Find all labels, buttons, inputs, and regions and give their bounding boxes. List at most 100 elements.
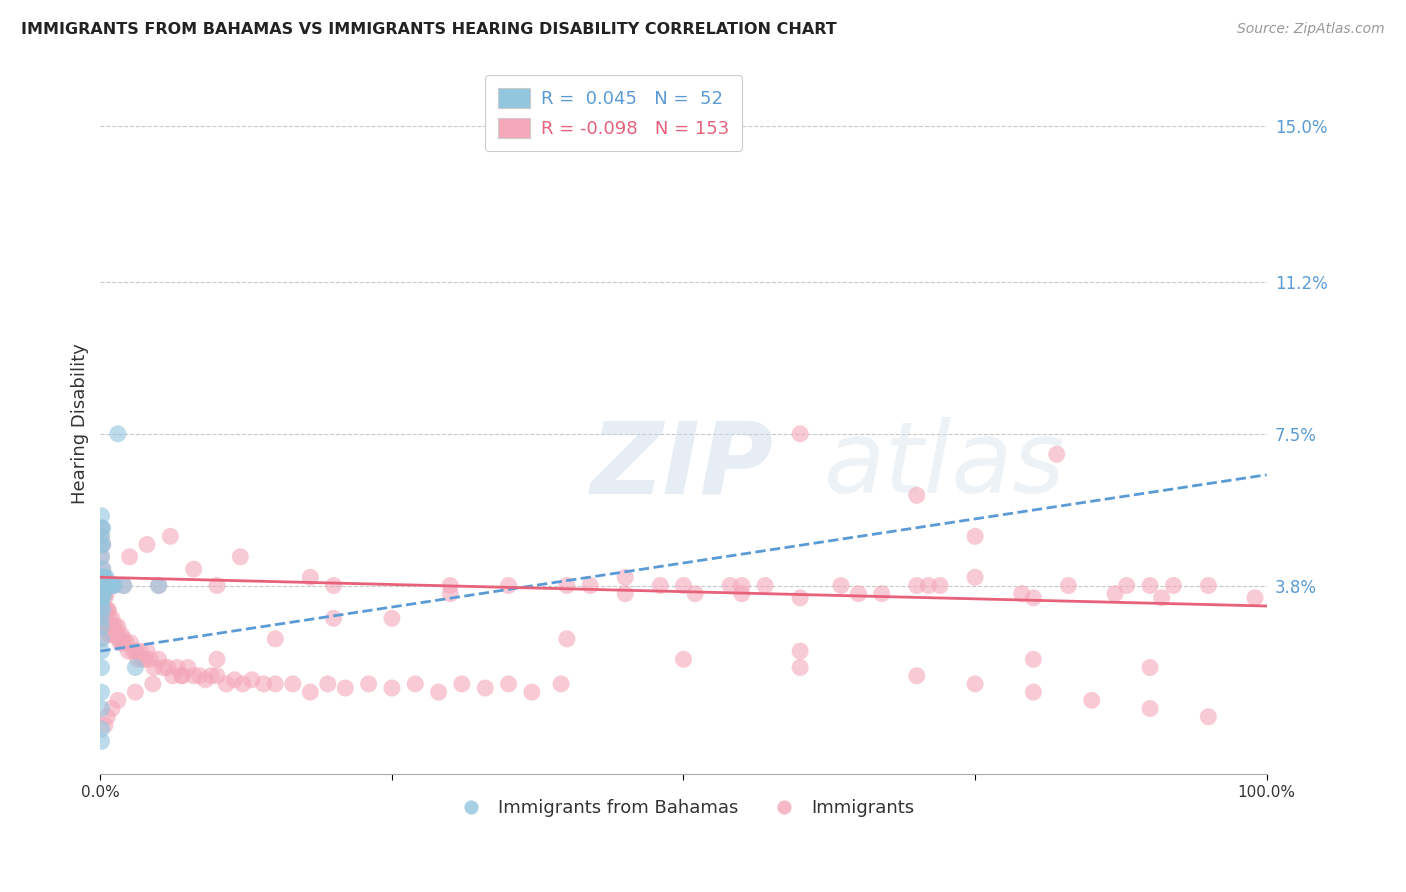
Point <box>120 636 142 650</box>
Point <box>139 652 162 666</box>
Point <box>136 537 159 551</box>
Point <box>110 628 132 642</box>
Point <box>90 722 112 736</box>
Point <box>90 660 112 674</box>
Point <box>124 685 146 699</box>
Point <box>1011 587 1033 601</box>
Point <box>91 562 114 576</box>
Point <box>91 570 114 584</box>
Point <box>614 587 637 601</box>
Point <box>94 578 117 592</box>
Point <box>127 652 149 666</box>
Legend: Immigrants from Bahamas, Immigrants: Immigrants from Bahamas, Immigrants <box>446 792 921 825</box>
Point <box>90 611 112 625</box>
Point <box>90 570 112 584</box>
Point <box>90 685 112 699</box>
Point <box>90 578 112 592</box>
Point <box>96 603 118 617</box>
Point <box>90 521 112 535</box>
Point <box>91 537 114 551</box>
Point <box>90 587 112 601</box>
Point <box>683 587 706 601</box>
Point <box>1139 701 1161 715</box>
Point <box>134 652 156 666</box>
Text: atlas: atlas <box>824 417 1066 514</box>
Point <box>96 578 118 592</box>
Point <box>1022 685 1045 699</box>
Point <box>97 578 120 592</box>
Point <box>93 603 115 617</box>
Point <box>264 632 287 646</box>
Text: ZIP: ZIP <box>591 417 773 514</box>
Point <box>103 578 125 592</box>
Point <box>789 660 811 674</box>
Point <box>103 628 125 642</box>
Point <box>1115 578 1137 592</box>
Point <box>91 599 114 613</box>
Point <box>156 660 179 674</box>
Point <box>965 529 987 543</box>
Point <box>93 578 115 592</box>
Point <box>96 710 118 724</box>
Point <box>91 562 114 576</box>
Point <box>789 426 811 441</box>
Point <box>870 587 893 601</box>
Point <box>100 619 122 633</box>
Point <box>129 644 152 658</box>
Point <box>90 591 112 605</box>
Point <box>90 570 112 584</box>
Point <box>91 619 114 633</box>
Point <box>90 521 112 535</box>
Point <box>143 660 166 674</box>
Point <box>1046 447 1069 461</box>
Point <box>124 660 146 674</box>
Point <box>264 677 287 691</box>
Point <box>357 677 380 691</box>
Point <box>112 632 135 646</box>
Point <box>90 570 112 584</box>
Point <box>183 562 205 576</box>
Point <box>789 591 811 605</box>
Point <box>520 685 543 699</box>
Point <box>94 718 117 732</box>
Point <box>439 587 461 601</box>
Point <box>91 591 114 605</box>
Point <box>101 701 124 715</box>
Point <box>91 537 114 551</box>
Point <box>98 578 121 592</box>
Point <box>905 488 928 502</box>
Point <box>107 426 129 441</box>
Point <box>731 587 754 601</box>
Point <box>322 611 344 625</box>
Point <box>1139 578 1161 592</box>
Point <box>194 673 217 687</box>
Point <box>122 644 145 658</box>
Point <box>90 619 112 633</box>
Point <box>965 677 987 691</box>
Point <box>101 619 124 633</box>
Point <box>299 685 322 699</box>
Point <box>90 644 112 658</box>
Point <box>90 549 112 564</box>
Point <box>718 578 741 592</box>
Point <box>103 578 125 592</box>
Point <box>108 632 131 646</box>
Point <box>1163 578 1185 592</box>
Point <box>96 603 118 617</box>
Point <box>731 578 754 592</box>
Point <box>1057 578 1080 592</box>
Point <box>97 603 120 617</box>
Point <box>96 570 118 584</box>
Point <box>90 570 112 584</box>
Point <box>229 549 252 564</box>
Point <box>1197 578 1219 592</box>
Point <box>148 578 170 592</box>
Point <box>148 578 170 592</box>
Point <box>929 578 952 592</box>
Point <box>830 578 852 592</box>
Point <box>474 681 496 695</box>
Point <box>965 570 987 584</box>
Point <box>93 570 115 584</box>
Point <box>142 677 165 691</box>
Point <box>1139 660 1161 674</box>
